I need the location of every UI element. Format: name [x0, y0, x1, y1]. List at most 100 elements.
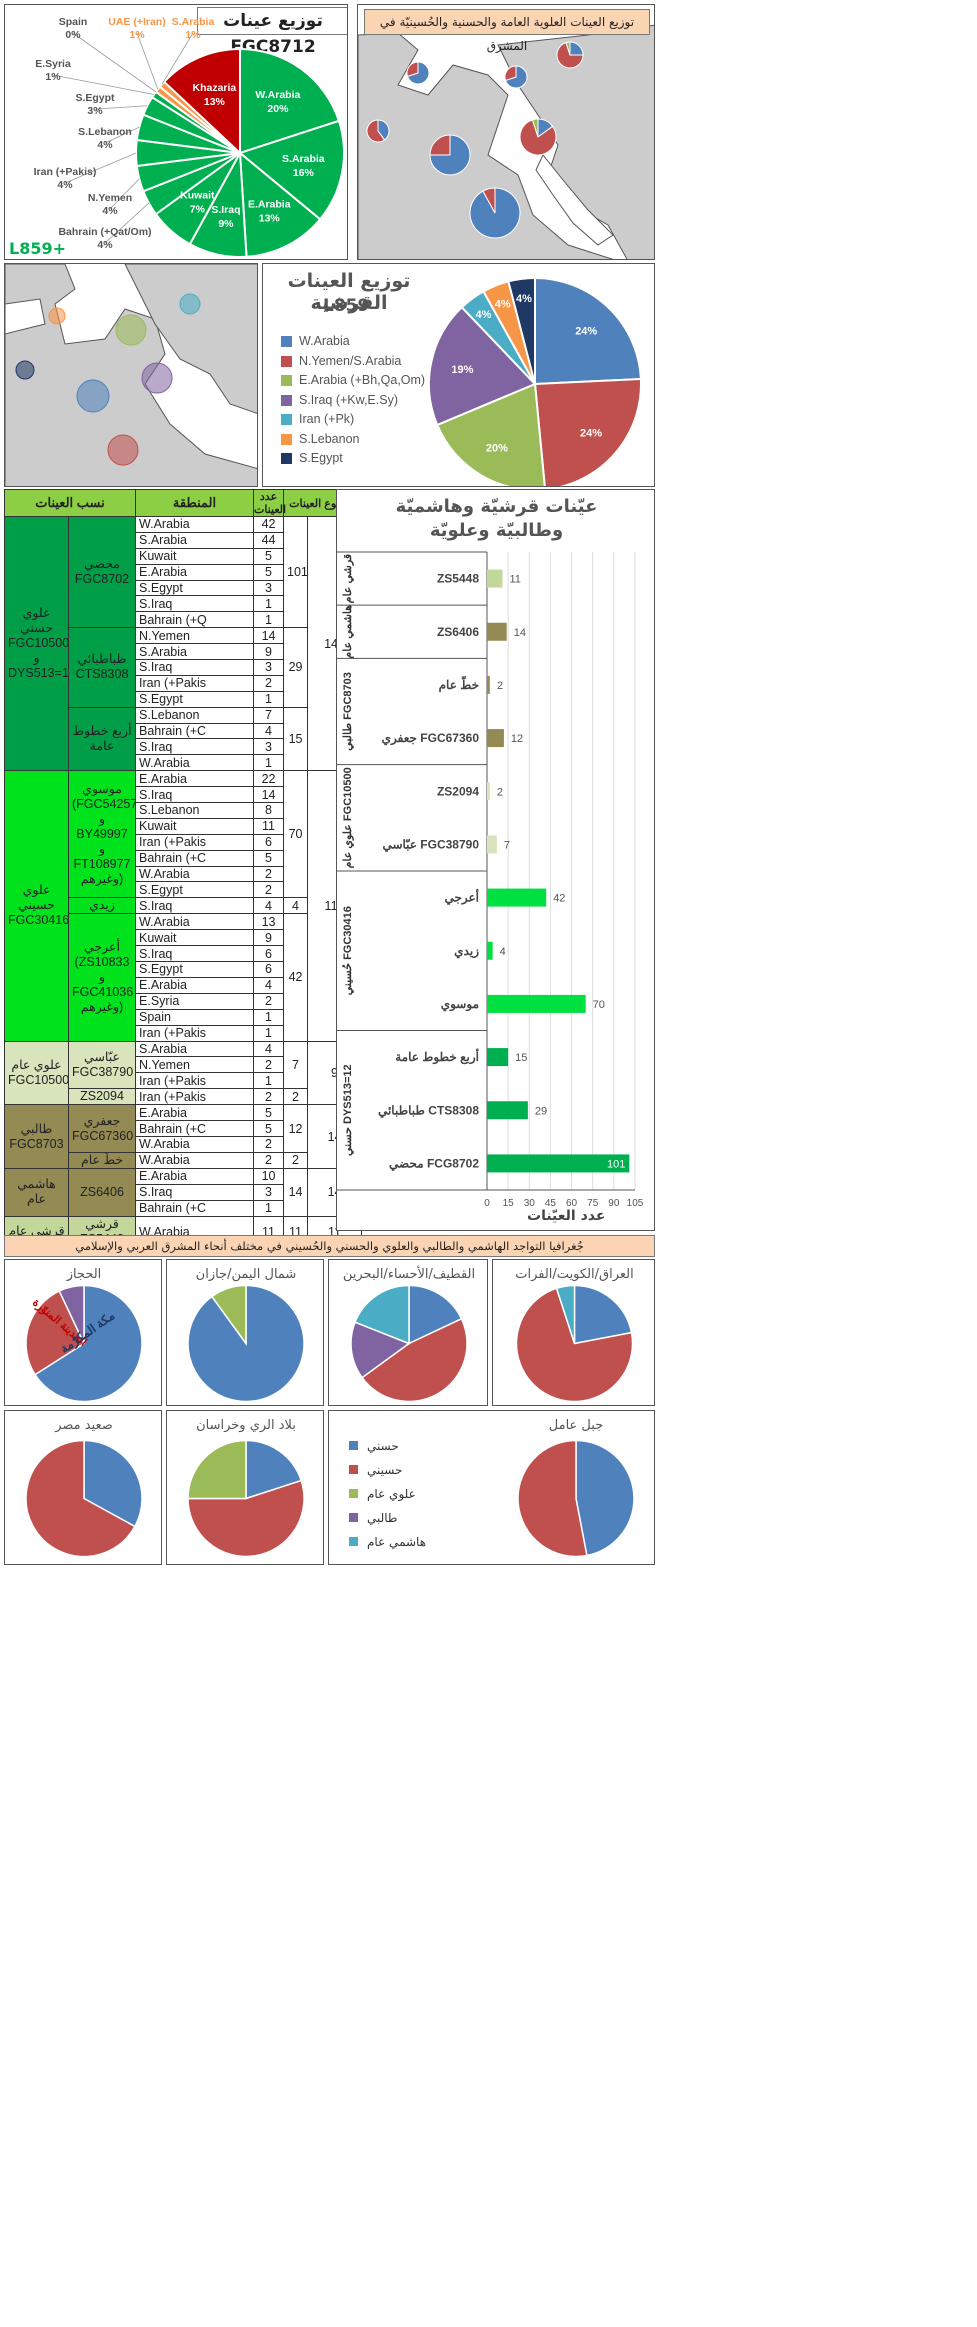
- bar: [487, 569, 503, 588]
- legend-item: E.Arabia (+Bh,Qa,Om): [281, 373, 425, 387]
- count-cell: 5: [253, 563, 285, 581]
- slice-label: S.Arabia: [282, 153, 325, 165]
- sub-lineage: ZS6406: [67, 1167, 137, 1217]
- pie-chart: جبل عامل حسني حسيني علوي عام طالبي هاشمي عام: [349, 1418, 635, 1558]
- count-cell: 1: [253, 690, 285, 708]
- region-cell: Iran (+Pakis: [135, 674, 255, 692]
- pie-slice: [565, 41, 571, 56]
- slice-label: S.Egypt: [75, 92, 115, 104]
- count-cell: 5: [253, 547, 285, 565]
- pie-slice: [504, 65, 517, 82]
- slice-label: Kuwait: [180, 189, 215, 201]
- pie-slice: [428, 305, 537, 427]
- slice-value: 1%: [185, 29, 201, 41]
- count-cell: 10: [253, 1167, 285, 1185]
- sub-total-cell: 14: [283, 1167, 309, 1217]
- sub-total-cell: 12: [283, 1104, 309, 1153]
- region-cell: S.Iraq: [135, 945, 255, 963]
- region-cell: Kuwait: [135, 929, 255, 947]
- map-bubble: [76, 379, 110, 413]
- count-cell: 4: [253, 722, 285, 740]
- samples-table: نسب العينات المنطقة عدد العينات مجموع ال…: [3, 489, 363, 1248]
- leader-line: [136, 32, 159, 90]
- sub-total-cell: 2: [283, 1088, 309, 1106]
- legend-label: Iran (+Pk): [299, 412, 355, 426]
- x-tick-label: 75: [587, 1198, 599, 1209]
- pie-slice: [83, 1439, 143, 1528]
- region-cell: W.Arabia: [135, 1151, 255, 1169]
- count-cell: 2: [253, 1151, 285, 1169]
- slice-label: W.Arabia: [255, 89, 300, 101]
- group-label: علوي عام FGC10500: [342, 767, 355, 868]
- bar-value-label: 42: [553, 893, 565, 905]
- slice-value: 1%: [45, 71, 61, 83]
- count-cell: 2: [253, 1056, 285, 1074]
- x-tick-label: 15: [503, 1198, 515, 1209]
- bar: [487, 994, 586, 1013]
- col-header-lineage: نسب العينات: [3, 489, 137, 517]
- table-row: S.Iraq 3: [5, 738, 362, 756]
- region-cell: S.Arabia: [135, 643, 255, 661]
- table-row: S.Iraq 3: [5, 659, 362, 676]
- sub-total-cell: 29: [283, 627, 309, 708]
- legend-swatch: [281, 355, 292, 367]
- legend-swatch: [349, 1489, 358, 1498]
- map-bubble: [15, 360, 35, 380]
- sub-lineage: طباطبائي CTS8308: [67, 627, 137, 708]
- count-cell: 1: [253, 754, 285, 772]
- bar-category-label: ZS2094: [437, 784, 479, 798]
- pie-slice: [210, 1284, 247, 1346]
- table-row: Bahrain (+C 5: [5, 1120, 362, 1137]
- bar-category-label: ZS6406: [437, 625, 479, 639]
- count-cell: 2: [253, 674, 285, 692]
- region-cell: E.Arabia: [135, 770, 255, 788]
- table-row: S.Iraq 14: [5, 786, 362, 804]
- region-cell: Bahrain (+C: [135, 849, 255, 867]
- map-bubble: [179, 293, 201, 315]
- table-row: هاشمي عام ZS6406 E.Arabia 10 14 14: [4, 1167, 363, 1217]
- slice-label: Khazaria: [193, 82, 237, 94]
- slice-value: 4%: [97, 139, 113, 151]
- pie-slice: [435, 382, 546, 486]
- pie-chart: العراق/الكويت/الفرات: [515, 1267, 634, 1403]
- sub-lineage: ZS2094: [67, 1088, 137, 1106]
- bar-category-label: ZS5448: [437, 572, 479, 586]
- x-tick-label: 0: [484, 1198, 490, 1209]
- slice-value: 4%: [97, 239, 113, 251]
- panel-title: توزيع العينات العلوية العامة والحسنية وا…: [364, 9, 650, 53]
- count-cell: 13: [253, 913, 285, 931]
- legend-label: S.Egypt: [299, 451, 343, 465]
- lineage-group: علوي حسيني FGC30416: [4, 770, 69, 1042]
- slice-value: 4%: [476, 309, 492, 321]
- x-axis-label: عدد العيّنات: [527, 1208, 606, 1224]
- region-cell: N.Yemen: [135, 1056, 255, 1074]
- bar-value-label: 29: [535, 1105, 547, 1117]
- panel-quraysh-pie: توزيع العينات القرشية L859 W.Arabia N.Yem…: [262, 263, 655, 487]
- sub-lineage: محضي FGC8702: [67, 515, 137, 629]
- pie-chart: صعيد مصر: [25, 1418, 143, 1558]
- table-row: S.Egypt 6: [5, 961, 362, 978]
- table-row: S.Lebanon 8: [5, 802, 362, 819]
- count-cell: 6: [253, 961, 285, 978]
- legend-item: Iran (+Pk): [281, 412, 354, 426]
- slice-value: 16%: [293, 167, 315, 179]
- region-cell: W.Arabia: [135, 865, 255, 883]
- count-cell: 2: [253, 1135, 285, 1153]
- region-cell: E.Arabia: [135, 563, 255, 581]
- count-cell: 3: [253, 579, 285, 597]
- bar-category-label: طباطبائي CTS8308: [378, 1103, 479, 1118]
- bar-category-label: أربع خطوط عامة: [395, 1049, 479, 1065]
- pie-title: القطيف/الأحساء/البحرين: [343, 1265, 475, 1282]
- pie-slice: [531, 118, 539, 138]
- pie-slice: [366, 119, 386, 143]
- region-cell: Spain: [135, 1008, 255, 1026]
- pie-slice: [350, 1321, 411, 1379]
- pie-title: الحجاز: [66, 1267, 102, 1282]
- lineage-group: طالبي FGC8703: [4, 1104, 69, 1169]
- pie-slice: [575, 1439, 635, 1557]
- count-cell: 2: [253, 881, 285, 899]
- pie-slice: [239, 47, 341, 155]
- pie-chart: W.Arabia 20% S.Arabia 16% E.Arabia 13% S.Iraq 9…: [34, 16, 345, 258]
- land-shape: [5, 264, 257, 486]
